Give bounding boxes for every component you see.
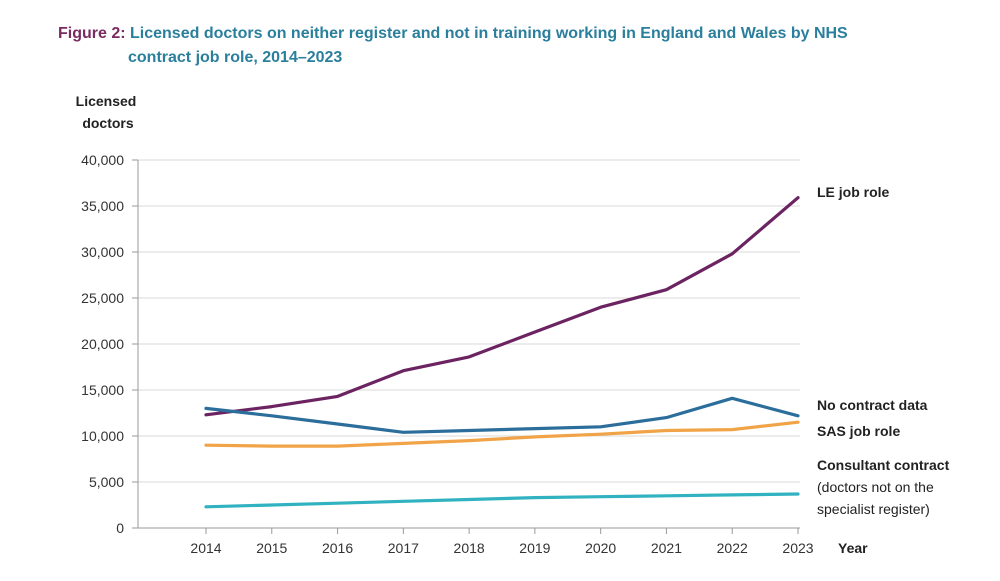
y-tick-label: 40,000 [81,152,124,168]
series-label-consultant-contract-note: specialist register) [817,501,930,517]
y-axis-title-line1: Licensed [76,93,137,109]
x-tick-label: 2019 [519,540,550,556]
series-line-consultant-contract [204,492,800,509]
series-line-sas-job-role [204,420,800,448]
series-labels: LE job role No contract data SAS job role C… [817,184,950,517]
x-tick-label: 2022 [717,540,748,556]
series-label-le-job-role: LE job role [817,184,890,200]
figure-number: Figure 2: [58,25,126,42]
series-line-no-contract-data [204,396,800,434]
series-label-consultant-contract-note: (doctors not on the [817,479,934,495]
x-tick-label: 2020 [585,540,616,556]
x-tick-label: 2018 [454,540,485,556]
series-label-sas-job-role: SAS job role [817,423,900,439]
x-tick-label: 2017 [388,540,419,556]
y-tick-label: 30,000 [81,244,124,260]
x-axis-title: Year [838,540,868,556]
series-lines [204,196,800,509]
gridlines [138,159,800,483]
y-axis-title-line2: doctors [82,115,134,131]
y-tick-label: 5,000 [89,474,124,490]
y-tick-label: 0 [116,520,124,536]
y-tick-label: 15,000 [81,382,124,398]
figure-title-line2: contract job role, 2014–2023 [128,49,343,66]
axes: 0 5,000 10,000 15,000 20,000 25,000 30,000 35,0… [81,152,814,556]
x-tick-label: 2015 [256,540,287,556]
series-label-no-contract-data: No contract data [817,397,928,413]
figure-title-line1: Licensed doctors on neither register and… [130,25,848,42]
x-tick-label: 2014 [190,540,221,556]
y-tick-label: 10,000 [81,428,124,444]
series-line-le-job-role [204,196,800,417]
y-tick-label: 35,000 [81,198,124,214]
x-tick-label: 2016 [322,540,353,556]
figure-title: Figure 2: Licensed doctors on neither re… [58,22,918,70]
x-tick-label: 2023 [782,540,813,556]
series-label-consultant-contract: Consultant contract [817,457,950,473]
x-tick-label: 2021 [651,540,682,556]
y-tick-label: 20,000 [81,336,124,352]
y-tick-label: 25,000 [81,290,124,306]
